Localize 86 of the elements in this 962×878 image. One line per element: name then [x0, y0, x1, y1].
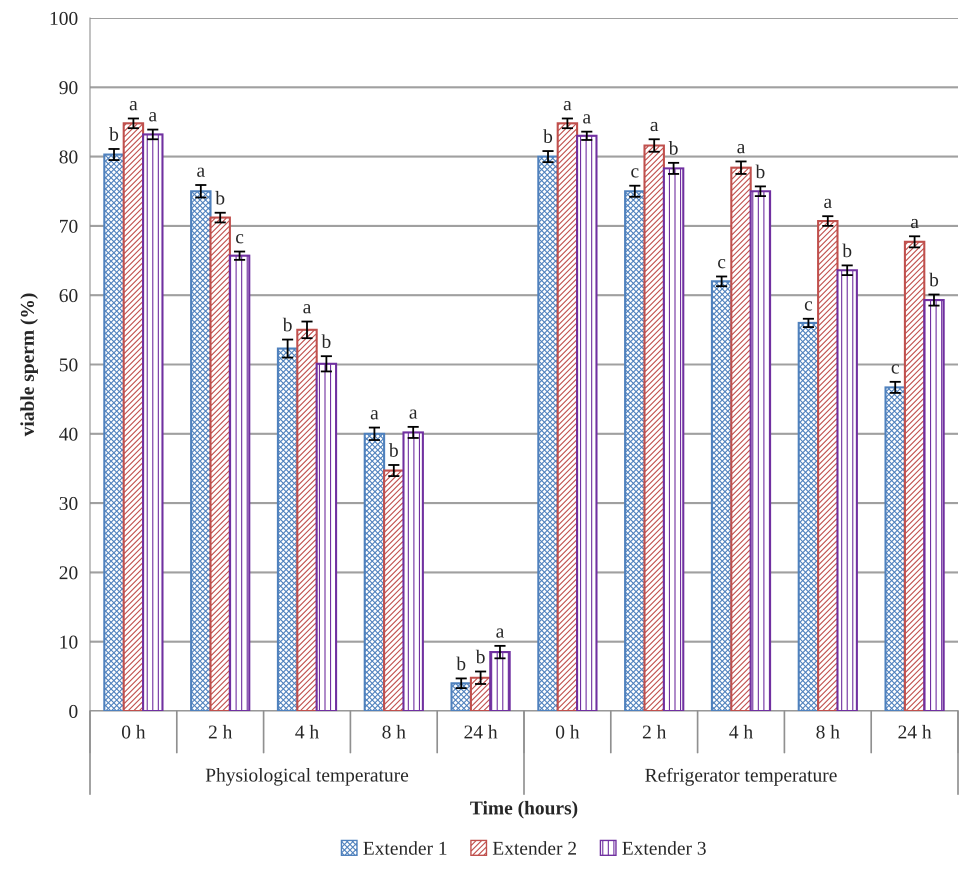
bar	[142, 133, 164, 711]
legend-label: Extender 2	[492, 841, 576, 855]
bar	[276, 348, 298, 711]
x-tick-label: 24 h	[464, 724, 498, 738]
x-tick-label: 0 h	[556, 724, 580, 739]
bar	[450, 682, 472, 711]
data-label: b	[215, 190, 224, 205]
bar	[730, 166, 752, 711]
bar	[489, 651, 511, 711]
x-tick-label: 24 h	[898, 724, 932, 738]
data-label: c	[236, 234, 244, 244]
bar	[904, 240, 926, 711]
data-label: b	[929, 272, 938, 286]
y-tick-label: 80	[59, 150, 78, 164]
bar	[316, 362, 338, 711]
bar	[209, 216, 231, 711]
data-label: a	[303, 304, 312, 314]
bar	[750, 190, 772, 711]
bar	[643, 144, 665, 711]
bar	[923, 299, 945, 711]
legend-label: Extender 1	[363, 841, 446, 855]
y-tick-label: 50	[60, 358, 78, 372]
data-label: a	[737, 144, 746, 154]
bar	[296, 328, 318, 711]
y-axis-title: viable sperm (%)	[20, 294, 38, 436]
data-label: a	[370, 410, 378, 420]
data-label: b	[842, 244, 852, 258]
text: Refrigerator temperature	[645, 768, 837, 786]
bar	[798, 322, 820, 711]
legend-label: Extender 3	[622, 841, 706, 855]
bar	[402, 431, 424, 711]
x-tick-label: 4 h	[729, 724, 753, 738]
data-label: c	[804, 301, 812, 311]
bar	[122, 122, 144, 711]
data-label: c	[892, 364, 899, 374]
data-label: a	[583, 114, 591, 124]
bar	[817, 220, 839, 711]
bar	[556, 122, 578, 711]
data-label: b	[109, 127, 118, 141]
x-axis-title: Time (hours)	[470, 800, 578, 818]
bar	[103, 153, 125, 711]
x-tick-label: 2 h	[642, 724, 666, 738]
bar	[662, 167, 684, 711]
data-label: a	[824, 198, 832, 208]
y-tick-label: 60	[60, 289, 78, 302]
bar	[537, 156, 559, 711]
y-tick-label: 100	[50, 12, 78, 25]
data-label: a	[149, 112, 157, 122]
y-tick-label: 90	[59, 81, 78, 94]
y-tick-label: 0	[69, 704, 78, 718]
data-label: b	[456, 656, 466, 670]
text: Physiological temperature	[206, 768, 408, 786]
data-label: b	[668, 141, 678, 155]
data-label: b	[756, 164, 765, 178]
y-tick-label: 10	[60, 636, 78, 649]
data-label: b	[282, 318, 292, 332]
y-tick-label: 30	[60, 496, 78, 510]
bar	[228, 254, 250, 711]
data-label: b	[543, 129, 552, 143]
y-tick-label: 20	[60, 566, 78, 580]
data-label: c	[631, 168, 639, 178]
x-tick-label: 8 h	[816, 724, 840, 739]
bar	[190, 190, 212, 711]
data-label: c	[718, 259, 726, 268]
data-label: a	[564, 101, 572, 110]
y-tick-label: 40	[59, 428, 78, 441]
y-tick-label: 70	[60, 220, 78, 233]
data-label: a	[197, 168, 205, 177]
x-tick-label: 2 h	[208, 724, 232, 738]
data-label: a	[130, 101, 138, 110]
bar	[836, 269, 858, 711]
data-label: b	[388, 443, 398, 457]
data-label: a	[910, 218, 919, 228]
bar	[470, 676, 492, 711]
bar	[710, 280, 732, 711]
bar	[576, 134, 598, 711]
x-tick-label: 4 h	[295, 724, 319, 738]
data-label: b	[476, 650, 485, 664]
x-tick-label: 0 h	[122, 724, 146, 739]
bar	[364, 432, 386, 711]
data-label: a	[650, 122, 658, 132]
bar	[884, 386, 906, 711]
data-label: a	[410, 409, 418, 419]
x-tick-label: 8 h	[382, 724, 406, 739]
data-label: b	[322, 334, 331, 348]
data-label: a	[496, 628, 504, 638]
